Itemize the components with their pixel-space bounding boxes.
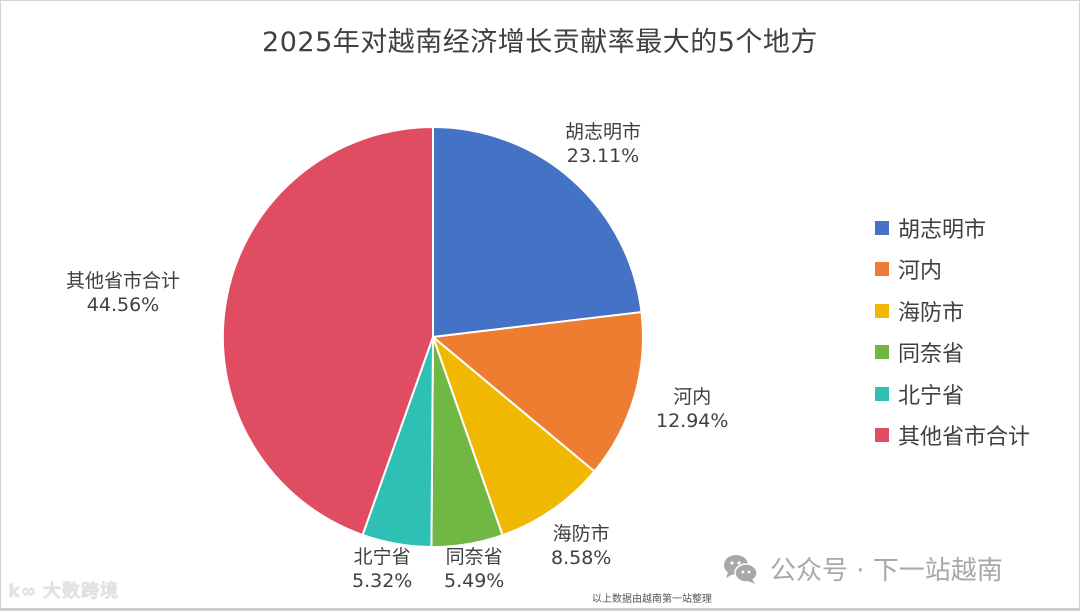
legend-label: 北宁省: [898, 383, 965, 409]
legend-label: 同奈省: [898, 342, 965, 368]
data-label-value: 5.32%: [352, 570, 413, 592]
chart-legend: 胡志明市 河内 海防市 同奈省 北宁省 其他省市合计: [875, 207, 1030, 456]
data-label-name: 胡志明市: [565, 121, 642, 143]
data-label-value: 12.94%: [656, 410, 729, 432]
data-label-value: 44.56%: [86, 294, 160, 316]
wechat-icon: [724, 554, 758, 584]
data-label-value: 8.58%: [551, 547, 612, 569]
legend-item-ho-chi-minh: 胡志明市: [875, 207, 1030, 249]
data-label-others: 其他省市合计 44.56%: [66, 269, 180, 317]
legend-swatch-icon: [875, 303, 889, 318]
source-footnote: 以上数据由越南第一站整理: [592, 594, 712, 605]
legend-item-hanoi: 河内: [875, 249, 1030, 291]
legend-label: 胡志明市: [898, 217, 987, 243]
legend-label: 其他省市合计: [898, 425, 1031, 451]
slice-hai-phong: [432, 336, 596, 537]
data-label-value: 23.11%: [566, 145, 640, 167]
legend-swatch-icon: [875, 262, 889, 277]
legend-label: 海防市: [898, 300, 965, 326]
chart-title: 2025年对越南经济增长贡献率最大的5个地方: [262, 27, 818, 58]
watermark-left: k∞ 大数跨境: [8, 577, 119, 603]
slice-others: [221, 126, 434, 536]
legend-swatch-icon: [875, 220, 889, 235]
data-label-name: 同奈省: [445, 546, 503, 568]
data-label-name: 北宁省: [353, 546, 411, 568]
data-label-name: 河内: [673, 386, 712, 408]
legend-item-dong-nai: 同奈省: [875, 332, 1030, 374]
legend-swatch-icon: [875, 428, 889, 443]
data-label-dong-nai: 同奈省 5.49%: [444, 545, 504, 593]
slice-hanoi: [432, 311, 644, 473]
data-label-value: 5.49%: [444, 570, 505, 592]
legend-item-others: 其他省市合计: [875, 415, 1030, 457]
data-label-name: 海防市: [552, 523, 610, 545]
legend-item-hai-phong: 海防市: [875, 290, 1030, 332]
watermark-right: 公众号 · 下一站越南: [722, 550, 1003, 587]
legend-item-bac-ninh: 北宁省: [875, 373, 1030, 415]
data-label-hai-phong: 海防市 8.58%: [551, 522, 611, 570]
data-label-bac-ninh: 北宁省 5.32%: [352, 545, 412, 593]
watermark-left-text: 大数跨境: [42, 581, 119, 602]
legend-label: 河内: [898, 259, 943, 285]
slice-ho-chi-minh: [432, 126, 643, 338]
legend-swatch-icon: [875, 345, 889, 360]
data-label-hanoi: 河内 12.94%: [656, 385, 728, 433]
data-label-name: 其他省市合计: [66, 270, 181, 292]
data-label-ho-chi-minh: 胡志明市 23.11%: [565, 120, 641, 168]
legend-swatch-icon: [875, 386, 889, 401]
watermark-right-text: 公众号 · 下一站越南: [770, 556, 1003, 586]
logo-icon: k∞: [8, 581, 37, 602]
